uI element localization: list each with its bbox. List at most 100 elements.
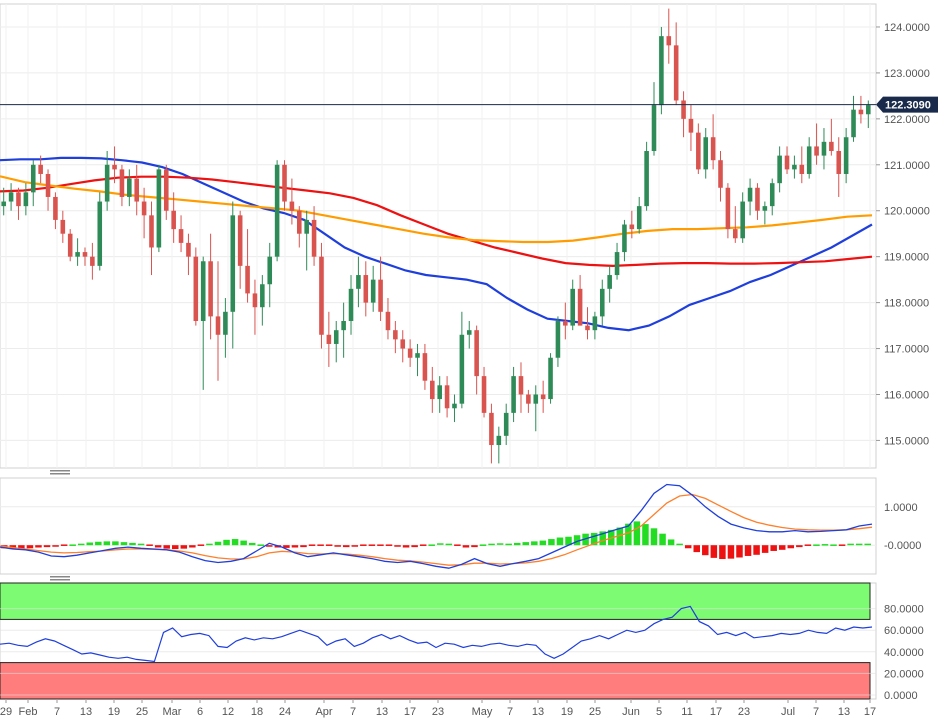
macd-histogram-bar xyxy=(112,541,119,546)
macd-histogram-bar xyxy=(693,545,700,553)
price-tick-label: 120.0000 xyxy=(884,206,930,218)
macd-histogram-bar xyxy=(163,545,170,549)
macd-histogram-bar xyxy=(317,544,324,546)
macd-histogram-bar xyxy=(710,545,718,558)
macd-histogram-bar xyxy=(616,527,624,546)
price-tick-label: 123.0000 xyxy=(884,68,930,80)
candle-body xyxy=(163,169,169,211)
candle-body xyxy=(614,252,620,276)
candle-body xyxy=(333,330,339,344)
candle-body xyxy=(540,394,546,400)
candle-body xyxy=(141,201,147,216)
macd-histogram-bar xyxy=(189,545,196,548)
macd-histogram-bar xyxy=(719,545,726,560)
candle-body xyxy=(784,155,790,170)
candle-body xyxy=(503,412,509,436)
candle-body xyxy=(38,164,43,174)
macd-histogram-bar xyxy=(368,544,376,546)
rsi-tick-label: 20.0000 xyxy=(884,668,924,680)
date-tick-label: Mar xyxy=(163,706,182,718)
candle-body xyxy=(732,229,738,239)
candle-body xyxy=(104,164,110,202)
date-tick-label: 7 xyxy=(507,706,513,718)
candle-body xyxy=(444,385,450,409)
rsi-line xyxy=(0,605,873,663)
macd-histogram-bar xyxy=(129,542,136,546)
candle-body xyxy=(245,265,250,294)
candle-body xyxy=(178,229,184,243)
date-axis: 29 Feb 7 13 19 25 Mar 6 12 18 24 Apr 7 13 17 23 May 7 13 19… xyxy=(0,699,876,718)
candle-body xyxy=(186,242,191,257)
candle-body xyxy=(82,252,88,257)
macd-histogram-bar xyxy=(454,544,461,546)
macd-histogram-bar xyxy=(445,543,453,546)
macd-histogram-bar xyxy=(248,542,256,546)
macd-tick-label: -0.0000 xyxy=(884,540,921,552)
macd-histogram-bar xyxy=(223,539,230,546)
candle-body xyxy=(599,288,605,317)
candle-body xyxy=(119,169,125,197)
candle-body xyxy=(659,36,664,106)
candle-body xyxy=(385,311,391,331)
candle-body xyxy=(718,160,723,188)
macd-histogram-bar xyxy=(283,545,290,548)
candle-body xyxy=(452,403,457,409)
panel-resize-handle-macd[interactable] xyxy=(50,470,70,475)
date-tick-label: 11 xyxy=(681,706,692,718)
price-tick-label: 117.0000 xyxy=(884,344,929,356)
candle-body xyxy=(821,141,827,156)
macd-histogram-bar xyxy=(428,544,435,546)
macd-histogram-bar xyxy=(60,544,68,546)
candle-body xyxy=(518,376,524,395)
macd-histogram-bar xyxy=(308,544,316,546)
candle-body xyxy=(341,320,346,331)
price-tick-label: 122.0000 xyxy=(884,114,930,126)
macd-histogram-bar xyxy=(257,544,264,546)
candle-body xyxy=(363,275,369,303)
macd-histogram-bar xyxy=(590,532,598,546)
macd-histogram-bar xyxy=(667,539,675,546)
macd-histogram-bar xyxy=(172,545,179,550)
last-price-marker: 122.3090 xyxy=(876,96,938,113)
macd-histogram-bar xyxy=(334,545,341,547)
macd-histogram-bar xyxy=(394,545,401,547)
macd-histogram-bar xyxy=(43,545,51,548)
candle-body xyxy=(548,357,553,400)
candle-body xyxy=(237,215,243,266)
date-tick-label: 19 xyxy=(108,706,120,718)
candle-body xyxy=(866,105,871,115)
date-tick-label: 13 xyxy=(838,706,850,718)
candle-body xyxy=(326,334,332,344)
candle-body xyxy=(703,137,709,170)
candle-body xyxy=(747,187,753,202)
date-tick-label: Apr xyxy=(315,706,332,718)
date-tick-label: 5 xyxy=(656,706,662,718)
macd-histogram-bar xyxy=(18,545,25,550)
candle-body xyxy=(592,316,598,331)
date-tick-label: 6 xyxy=(197,706,203,718)
macd-histogram-bar xyxy=(787,545,795,549)
candle-body xyxy=(836,151,842,174)
macd-main-line xyxy=(0,483,873,569)
candle-body xyxy=(134,178,140,202)
macd-histogram-bar xyxy=(847,543,854,546)
date-tick-label: 23 xyxy=(432,706,444,718)
candle-body xyxy=(267,256,273,285)
macd-histogram-bar xyxy=(300,545,307,548)
macd-histogram-bar xyxy=(351,545,359,547)
panel-resize-handle-rsi[interactable] xyxy=(50,576,70,581)
macd-histogram-bar xyxy=(52,545,59,547)
candle-body xyxy=(127,178,132,197)
macd-axis: 1.0000 -0.0000 xyxy=(884,502,921,552)
rsi-oversold-band xyxy=(0,662,871,700)
candle-body xyxy=(378,279,383,312)
date-tick-label: Jun xyxy=(622,706,640,718)
rsi-tick-label: 80.0000 xyxy=(884,604,924,616)
rsi-tick-label: 60.0000 xyxy=(884,625,924,637)
candle-body xyxy=(60,219,66,234)
macd-histogram-bar xyxy=(137,543,145,546)
date-tick-label: 13 xyxy=(80,706,92,718)
candle-body xyxy=(149,215,154,248)
candle-body xyxy=(755,187,760,211)
candle-body xyxy=(8,192,14,202)
